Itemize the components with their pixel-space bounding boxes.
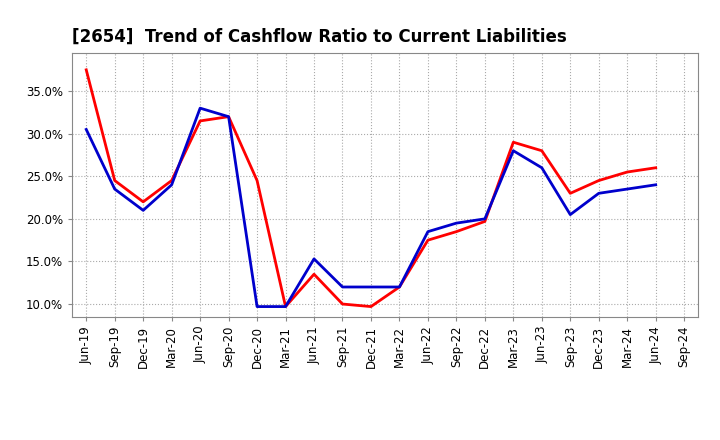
Operating CF to Current Liabilities	[566, 191, 575, 196]
Operating CF to Current Liabilities	[139, 199, 148, 205]
Free CF to Current Liabilities	[225, 114, 233, 119]
Free CF to Current Liabilities	[423, 229, 432, 234]
Operating CF to Current Liabilities	[537, 148, 546, 154]
Free CF to Current Liabilities	[452, 220, 461, 226]
Operating CF to Current Liabilities	[110, 178, 119, 183]
Free CF to Current Liabilities	[196, 106, 204, 111]
Line: Free CF to Current Liabilities: Free CF to Current Liabilities	[86, 108, 656, 307]
Free CF to Current Liabilities	[595, 191, 603, 196]
Operating CF to Current Liabilities	[196, 118, 204, 124]
Operating CF to Current Liabilities	[282, 304, 290, 309]
Operating CF to Current Liabilities	[595, 178, 603, 183]
Operating CF to Current Liabilities	[509, 139, 518, 145]
Operating CF to Current Liabilities	[452, 229, 461, 234]
Operating CF to Current Liabilities	[82, 67, 91, 73]
Free CF to Current Liabilities	[509, 148, 518, 154]
Free CF to Current Liabilities	[623, 187, 631, 192]
Operating CF to Current Liabilities	[167, 178, 176, 183]
Free CF to Current Liabilities	[282, 304, 290, 309]
Text: [2654]  Trend of Cashflow Ratio to Current Liabilities: [2654] Trend of Cashflow Ratio to Curren…	[72, 28, 567, 46]
Free CF to Current Liabilities	[652, 182, 660, 187]
Operating CF to Current Liabilities	[652, 165, 660, 170]
Operating CF to Current Liabilities	[623, 169, 631, 175]
Free CF to Current Liabilities	[110, 187, 119, 192]
Operating CF to Current Liabilities	[395, 284, 404, 290]
Operating CF to Current Liabilities	[423, 238, 432, 243]
Free CF to Current Liabilities	[253, 304, 261, 309]
Free CF to Current Liabilities	[167, 182, 176, 187]
Operating CF to Current Liabilities	[310, 271, 318, 277]
Operating CF to Current Liabilities	[253, 178, 261, 183]
Free CF to Current Liabilities	[566, 212, 575, 217]
Free CF to Current Liabilities	[82, 127, 91, 132]
Free CF to Current Liabilities	[537, 165, 546, 170]
Free CF to Current Liabilities	[338, 284, 347, 290]
Free CF to Current Liabilities	[395, 284, 404, 290]
Line: Operating CF to Current Liabilities: Operating CF to Current Liabilities	[86, 70, 656, 307]
Free CF to Current Liabilities	[366, 284, 375, 290]
Free CF to Current Liabilities	[139, 208, 148, 213]
Operating CF to Current Liabilities	[225, 114, 233, 119]
Free CF to Current Liabilities	[480, 216, 489, 221]
Operating CF to Current Liabilities	[480, 219, 489, 224]
Operating CF to Current Liabilities	[366, 304, 375, 309]
Operating CF to Current Liabilities	[338, 301, 347, 307]
Free CF to Current Liabilities	[310, 256, 318, 261]
